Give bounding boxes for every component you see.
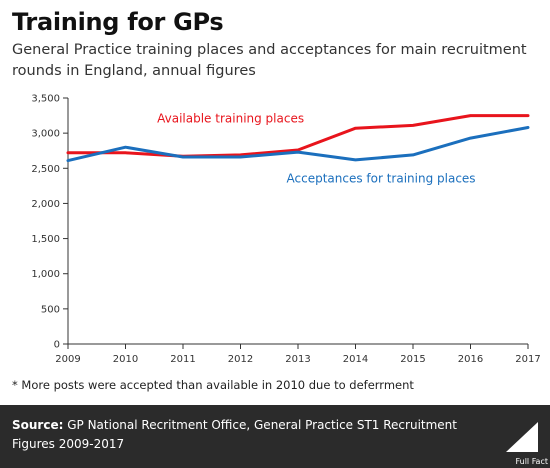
brand-name: Full Fact bbox=[515, 457, 548, 466]
source-detail: GP National Recritment Office, General P… bbox=[12, 418, 457, 451]
y-tick-label: 1,000 bbox=[31, 269, 60, 280]
x-tick-label: 2015 bbox=[400, 354, 425, 365]
x-tick-label: 2010 bbox=[113, 354, 138, 365]
y-tick-label: 500 bbox=[41, 304, 60, 315]
y-tick-label: 3,000 bbox=[31, 129, 60, 140]
series-labels: Available training places Acceptances for… bbox=[157, 112, 475, 186]
acceptances-line bbox=[66, 126, 530, 163]
x-tick-label: 2013 bbox=[285, 354, 310, 365]
x-axis: 2009 2010 2011 2012 2013 2014 2015 2016 2017 bbox=[55, 343, 541, 365]
x-tick-label: 2016 bbox=[458, 354, 483, 365]
source-text: Source: GP National Recritment Office, G… bbox=[12, 416, 482, 454]
x-tick-label: 2017 bbox=[515, 354, 540, 365]
y-tick-label: 0 bbox=[54, 340, 60, 351]
source-bar: Source: GP National Recritment Office, G… bbox=[0, 405, 550, 468]
chart-subtitle: General Practice training places and acc… bbox=[12, 42, 527, 79]
source-label: Source: bbox=[12, 418, 64, 432]
y-tick-label: 1,500 bbox=[31, 234, 60, 245]
full-fact-logo-icon bbox=[506, 422, 538, 452]
available-places-label: Available training places bbox=[157, 112, 304, 126]
acceptances-label: Acceptances for training places bbox=[287, 171, 476, 185]
available-places-line bbox=[66, 114, 530, 158]
chart-title: Training for GPs bbox=[12, 8, 224, 36]
y-tick-label: 2,500 bbox=[31, 164, 60, 175]
y-axis: 0 500 1,000 1,500 2,000 2,500 3,000 3,500 bbox=[31, 94, 69, 351]
footnote: * More posts were accepted than availabl… bbox=[12, 378, 414, 392]
series-layer bbox=[66, 114, 530, 163]
x-tick-label: 2014 bbox=[343, 354, 368, 365]
y-tick-label: 3,500 bbox=[31, 94, 60, 105]
x-tick-label: 2012 bbox=[228, 354, 253, 365]
y-tick-label: 2,000 bbox=[31, 199, 60, 210]
x-tick-label: 2009 bbox=[55, 354, 80, 365]
x-tick-label: 2011 bbox=[170, 354, 195, 365]
